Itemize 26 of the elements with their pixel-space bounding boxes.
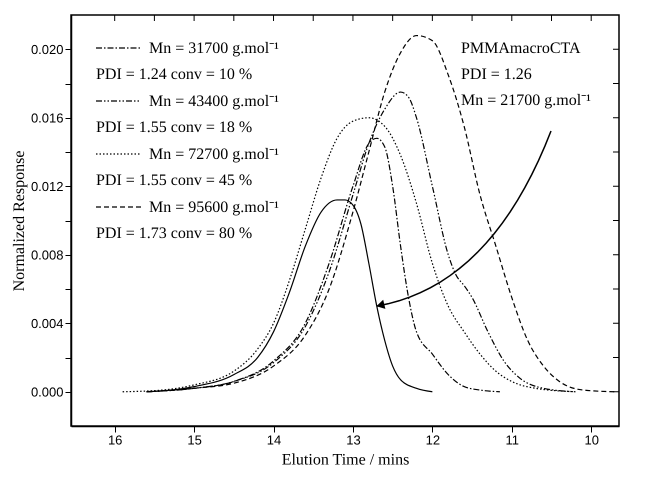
legend-label: Mn = 43400 g.mol⁻¹ <box>149 93 280 110</box>
annotation: PDI = 1.55 conv = 18 % <box>96 119 252 136</box>
x-tick-label: 14 <box>266 432 282 448</box>
x-tick-label: 10 <box>584 432 599 448</box>
y-tick-label: 0.016 <box>30 110 64 126</box>
x-tick-label: 11 <box>506 432 520 448</box>
x-tick-label: 12 <box>426 432 440 448</box>
annotation: Mn = 21700 g.mol⁻¹ <box>461 92 592 109</box>
y-tick-label: 0.020 <box>30 42 64 57</box>
y-tick-label: 0.000 <box>30 384 64 400</box>
annotation: PMMAmacroCTA <box>461 40 582 57</box>
x-tick-label: 16 <box>108 432 122 448</box>
annotation: PDI = 1.55 conv = 45 % <box>96 172 252 189</box>
annotation: PDI = 1.73 conv = 80 % <box>96 225 252 242</box>
legend-label: Mn = 31700 g.mol⁻¹ <box>149 40 280 57</box>
y-tick-label: 0.008 <box>30 247 64 262</box>
legend-label: Mn = 72700 g.mol⁻¹ <box>149 146 280 163</box>
legend-label: Mn = 95600 g.mol⁻¹ <box>149 199 280 216</box>
y-axis-title: Normalized Response <box>10 150 28 292</box>
annotation: PDI = 1.24 conv = 10 % <box>96 66 252 83</box>
x-tick-label: 15 <box>187 432 202 448</box>
x-axis-title: Elution Time / mins <box>282 452 410 468</box>
annotation: PDI = 1.26 <box>461 66 532 83</box>
x-tick-label: 13 <box>346 432 361 448</box>
y-tick-label: 0.012 <box>30 178 64 194</box>
y-tick-label: 0.004 <box>30 316 64 331</box>
